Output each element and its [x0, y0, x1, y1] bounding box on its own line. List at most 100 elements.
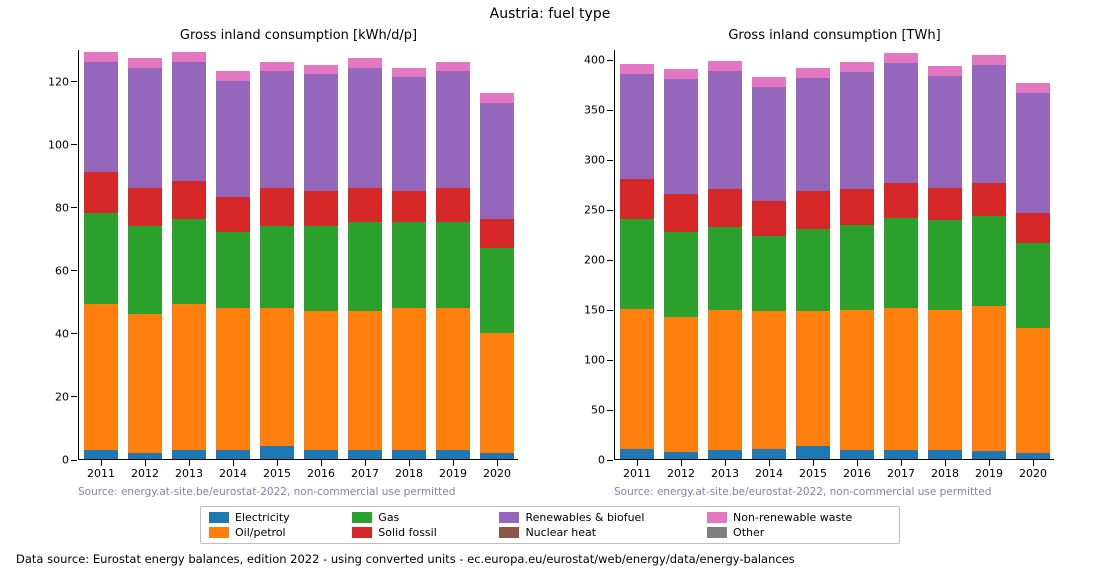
- bar-segment: [884, 450, 918, 459]
- bar-segment: [216, 197, 250, 232]
- bar-segment: [480, 103, 514, 220]
- x-tick-label: 2013: [711, 467, 739, 480]
- bar-segment: [84, 304, 118, 449]
- axes-title: Gross inland consumption [kWh/d/p]: [79, 28, 518, 43]
- bar-segment: [884, 63, 918, 183]
- x-tick-label: 2018: [931, 467, 959, 480]
- bar-segment: [128, 68, 162, 188]
- bar-segment: [1016, 213, 1050, 243]
- bar-segment: [304, 191, 338, 226]
- y-tick: [71, 144, 77, 145]
- bar-segment: [840, 189, 874, 225]
- bar-segment: [348, 188, 382, 223]
- bar-segment: [708, 189, 742, 227]
- legend-label: Other: [733, 526, 764, 539]
- subplot-1: Gross inland consumption [TWh]0501001502…: [614, 50, 1054, 460]
- legend-swatch: [707, 512, 727, 523]
- bar-segment: [128, 314, 162, 453]
- x-tick: [681, 460, 682, 466]
- bar-segment: [840, 72, 874, 189]
- bar-segment: [392, 308, 426, 450]
- legend-label: Electricity: [235, 511, 290, 524]
- bar-segment: [128, 188, 162, 226]
- bar-segment: [796, 229, 830, 311]
- bar-segment: [480, 219, 514, 247]
- x-tick: [145, 460, 146, 466]
- bar-segment: [620, 179, 654, 219]
- bar-2013: [708, 50, 742, 459]
- bar-segment: [216, 450, 250, 459]
- y-tick: [607, 360, 613, 361]
- x-tick: [901, 460, 902, 466]
- bar-segment: [1016, 243, 1050, 328]
- bar-segment: [304, 226, 338, 311]
- bar-2020: [1016, 50, 1050, 459]
- y-tick-label: 20: [55, 390, 69, 403]
- x-tick-label: 2017: [887, 467, 915, 480]
- bar-segment: [928, 450, 962, 459]
- bar-segment: [172, 62, 206, 182]
- bar-segment: [216, 71, 250, 80]
- y-tick-label: 80: [55, 201, 69, 214]
- x-tick-label: 2019: [439, 467, 467, 480]
- bar-segment: [84, 450, 118, 459]
- legend-swatch: [352, 512, 372, 523]
- y-tick-label: 50: [591, 404, 605, 417]
- bar-segment: [840, 225, 874, 310]
- bar-segment: [620, 64, 654, 74]
- x-tick-label: 2013: [175, 467, 203, 480]
- x-tick-label: 2011: [623, 467, 651, 480]
- bar-segment: [664, 317, 698, 452]
- bar-segment: [620, 219, 654, 309]
- legend-label: Gas: [378, 511, 399, 524]
- x-tick: [637, 460, 638, 466]
- bar-segment: [708, 450, 742, 459]
- bar-segment: [620, 74, 654, 179]
- bar-segment: [840, 310, 874, 450]
- legend-swatch: [499, 512, 519, 523]
- bar-segment: [260, 446, 294, 459]
- legend-label: Nuclear heat: [525, 526, 596, 539]
- bar-segment: [752, 87, 786, 201]
- bar-segment: [752, 311, 786, 449]
- bar-segment: [708, 227, 742, 310]
- bar-segment: [928, 66, 962, 76]
- bar-segment: [928, 220, 962, 310]
- bar-segment: [796, 311, 830, 446]
- bar-segment: [928, 76, 962, 188]
- y-tick: [607, 210, 613, 211]
- x-tick: [497, 460, 498, 466]
- legend-item: Oil/petrol: [209, 526, 328, 539]
- bar-segment: [884, 308, 918, 450]
- bar-segment: [840, 62, 874, 72]
- bar-segment: [664, 452, 698, 459]
- bar-segment: [172, 304, 206, 449]
- bar-segment: [348, 222, 382, 310]
- bar-segment: [840, 450, 874, 459]
- bar-segment: [216, 232, 250, 308]
- bar-segment: [972, 183, 1006, 216]
- bar-segment: [216, 308, 250, 450]
- y-tick: [607, 410, 613, 411]
- x-tick: [725, 460, 726, 466]
- y-tick: [607, 160, 613, 161]
- bar-segment: [392, 77, 426, 191]
- source-note: Source: energy.at-site.be/eurostat-2022,…: [614, 486, 991, 498]
- bar-segment: [436, 222, 470, 307]
- bar-segment: [928, 310, 962, 450]
- source-note: Source: energy.at-site.be/eurostat-2022,…: [78, 486, 455, 498]
- y-tick-label: 120: [48, 75, 69, 88]
- x-tick: [409, 460, 410, 466]
- bar-segment: [172, 450, 206, 459]
- y-tick: [71, 460, 77, 461]
- bar-segment: [1016, 328, 1050, 453]
- bar-2019: [436, 50, 470, 459]
- bar-segment: [304, 311, 338, 450]
- x-tick-label: 2014: [755, 467, 783, 480]
- legend-swatch: [209, 527, 229, 538]
- bar-2012: [664, 50, 698, 459]
- bar-segment: [436, 62, 470, 71]
- y-tick: [71, 270, 77, 271]
- x-tick: [101, 460, 102, 466]
- legend-item: Gas: [352, 511, 475, 524]
